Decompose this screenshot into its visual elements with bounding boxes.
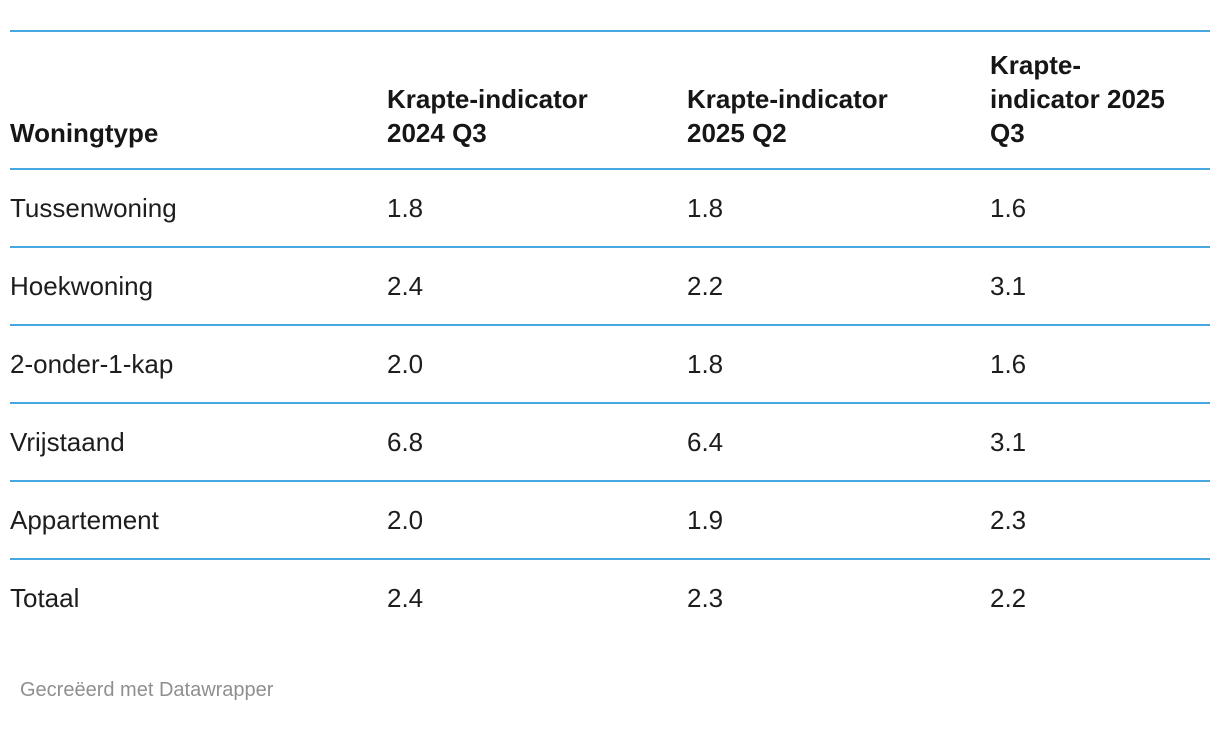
value-cell: 6.8: [387, 403, 687, 482]
column-header-2025-q3: Krapte-indicator 2025 Q3: [990, 30, 1210, 170]
value-cell: 1.8: [387, 169, 687, 248]
table-row-hoekwoning: Hoekwoning 2.4 2.2 3.1: [10, 247, 1210, 326]
value-cell: 3.1: [990, 247, 1210, 326]
column-header-woningtype: Woningtype: [10, 30, 387, 170]
row-label-cell: Tussenwoning: [10, 169, 387, 248]
value-cell: 6.4: [687, 403, 990, 482]
value-cell: 2.0: [387, 481, 687, 560]
column-header-2025-q2: Krapte-indicator 2025 Q2: [687, 30, 990, 170]
value-cell: 2.2: [990, 583, 1027, 613]
datawrapper-table-embed: Woningtype Krapte-indicator 2024 Q3 Krap…: [0, 30, 1220, 702]
column-header-2024-q3: Krapte-indicator 2024 Q3: [387, 30, 687, 170]
table-row-vrijstaand: Vrijstaand 6.8 6.4 3.1: [10, 403, 1210, 482]
table-row-appartement: Appartement 2.0 1.9 2.3: [10, 481, 1210, 560]
row-label-cell: Hoekwoning: [10, 247, 387, 326]
table-row-tussenwoning: Tussenwoning 1.8 1.8 1.6: [10, 169, 1210, 248]
datawrapper-attribution-link[interactable]: Gecreëerd met Datawrapper: [20, 679, 274, 701]
table-row-totaal: Totaal 2.4 2.3 2.2: [10, 559, 1210, 636]
value-cell: 1.8: [687, 169, 990, 248]
value-cell: 1.6: [990, 169, 1210, 248]
row-label-cell: Totaal: [10, 583, 80, 613]
value-cell: 1.8: [687, 325, 990, 404]
value-cell: 2.2: [687, 247, 990, 326]
value-cell: 2.4: [387, 583, 424, 613]
column-header-label: Krapte-indicator 2024 Q3: [387, 84, 588, 148]
value-cell: 2.3: [990, 481, 1210, 560]
row-label-cell: Vrijstaand: [10, 403, 387, 482]
krapte-indicator-table: Woningtype Krapte-indicator 2024 Q3 Krap…: [10, 30, 1210, 636]
table-row-2-onder-1-kap: 2-onder-1-kap 2.0 1.8 1.6: [10, 325, 1210, 404]
value-cell: 2.4: [387, 247, 687, 326]
column-header-label: Woningtype: [10, 118, 159, 148]
header-row: Woningtype Krapte-indicator 2024 Q3 Krap…: [10, 30, 1210, 170]
row-label-cell: 2-onder-1-kap: [10, 325, 387, 404]
table-header: Woningtype Krapte-indicator 2024 Q3 Krap…: [10, 30, 1210, 170]
value-cell: 1.9: [687, 481, 990, 560]
column-header-label: Krapte-indicator 2025 Q3: [990, 50, 1165, 148]
row-label-cell: Appartement: [10, 481, 387, 560]
value-cell: 3.1: [990, 403, 1210, 482]
column-header-label: Krapte-indicator 2025 Q2: [687, 84, 888, 148]
value-cell: 2.3: [687, 583, 724, 613]
value-cell: 2.0: [387, 325, 687, 404]
table-body: Tussenwoning 1.8 1.8 1.6 Hoekwoning 2.4 …: [10, 169, 1210, 636]
value-cell: 1.6: [990, 325, 1210, 404]
